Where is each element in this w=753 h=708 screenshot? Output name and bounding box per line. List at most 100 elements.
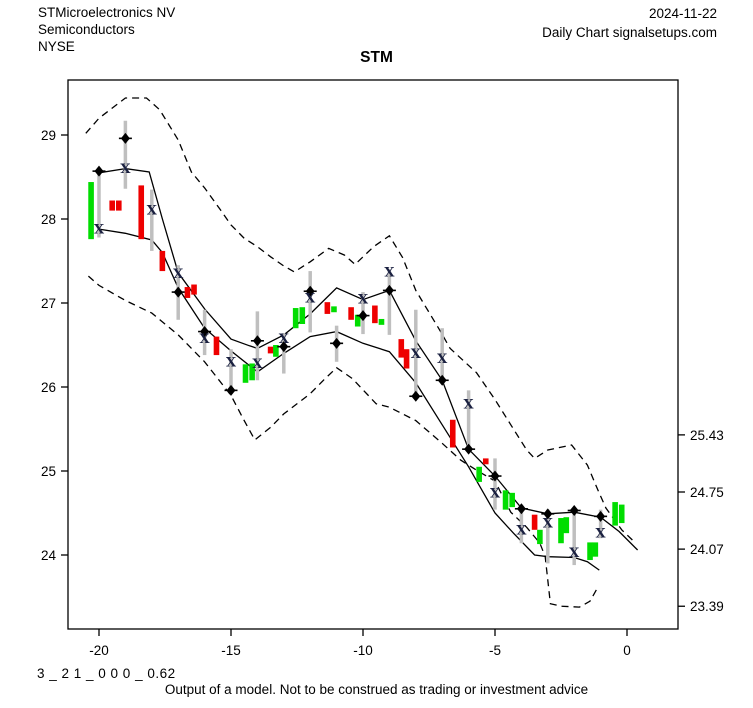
up-candle [558,518,564,544]
down-candle [267,346,274,354]
diamond-marker [173,286,183,298]
x-marker: X [358,292,369,307]
diamond-marker [358,310,368,322]
x-marker: X [147,203,158,218]
right-axis-label: 24.75 [690,485,724,500]
x-marker: X [279,332,290,347]
x-marker: X [464,397,475,412]
down-candle [191,284,197,295]
right-axis-label: 23.39 [690,599,724,614]
bottom-axis-label: -10 [353,643,373,658]
model-code: 3 _ 2 1 _ 0 0 0 _ 0.62 [37,666,176,681]
x-marker: X [437,352,448,367]
x-marker: X [94,223,105,238]
up-candle [537,529,543,545]
diamond-marker [279,341,289,353]
down-candle [116,200,122,211]
diamond-marker [226,384,236,396]
disclaimer-text: Output of a model. Not to be construed a… [164,682,589,697]
diamond-marker [94,165,104,177]
up-candle [354,314,361,327]
diamond-marker [543,508,553,520]
upper-dashed-band [85,97,636,543]
diamond-marker [569,504,579,516]
x-marker: X [569,546,580,561]
bottom-axis-label: -5 [489,643,501,658]
up-candle [592,542,599,557]
diamond-marker [120,132,130,144]
diamond-marker [332,337,342,349]
plot-border [67,79,679,630]
exchange-name: NYSE [38,39,75,54]
down-candle [482,458,489,465]
left-axis-label: 24 [41,548,57,563]
down-candle [213,336,220,356]
right-axis-label: 25.43 [690,428,724,443]
bottom-axis-label: -15 [221,643,241,658]
x-marker: X [200,332,211,347]
x-marker: X [305,291,316,306]
down-candle [372,305,378,324]
company-name: STMicroelectronics NV [38,5,176,20]
down-candle [531,514,538,530]
up-candle [242,364,249,383]
diamond-marker [252,335,262,347]
diamond-marker [200,326,210,338]
x-marker: X [516,523,527,538]
up-candle [378,318,385,325]
x-marker: X [173,267,184,282]
up-candle [331,306,337,313]
left-axis-label: 28 [41,212,56,227]
x-marker: X [120,162,131,177]
up-candle [273,345,279,357]
up-candle [509,492,515,508]
left-axis-label: 29 [41,128,56,143]
bottom-axis-label: -20 [89,643,109,658]
chart-date: 2024-11-22 [648,6,717,21]
diamond-marker [490,470,500,482]
diamond-marker [596,510,606,522]
diamond-marker [516,503,526,515]
down-candle [348,307,354,320]
up-candle [502,490,509,510]
chart-meta: 2024-11-22 Daily Chart signalsetups.com [542,4,717,42]
x-marker: X [411,347,422,362]
up-candle [618,504,625,524]
down-candle [159,250,166,272]
down-candle [449,419,456,448]
diamond-marker [305,285,315,297]
down-candle [184,287,191,298]
lower-dashed-band [87,275,599,608]
down-candle [398,339,405,358]
x-marker: X [384,265,395,280]
page-title: STM [360,49,393,66]
x-marker: X [252,357,263,372]
diamond-marker [464,443,474,455]
diamond-marker [411,390,421,402]
down-candle [109,200,115,211]
up-candle [88,182,94,240]
down-candle [403,349,410,369]
up-candle [587,542,593,561]
right-axis-label: 24.07 [690,542,724,557]
instrument-info: STMicroelectronics NV Semiconductors NYS… [38,4,175,55]
up-candle [292,308,299,329]
x-marker: X [490,486,501,501]
left-axis-label: 27 [41,296,56,311]
down-candle [138,185,145,240]
left-axis-label: 26 [41,380,56,395]
up-candle [299,307,306,324]
up-candle [476,466,482,482]
bottom-axis-label: 0 [623,643,631,658]
diamond-marker [437,374,447,386]
sector-name: Semiconductors [38,22,135,37]
left-axis-label: 25 [41,464,56,479]
upper-solid-band [98,167,639,551]
x-marker: X [543,517,554,532]
lower-solid-band [98,228,600,571]
up-candle [249,363,255,381]
up-candle [612,502,618,526]
diamond-marker [384,284,394,296]
